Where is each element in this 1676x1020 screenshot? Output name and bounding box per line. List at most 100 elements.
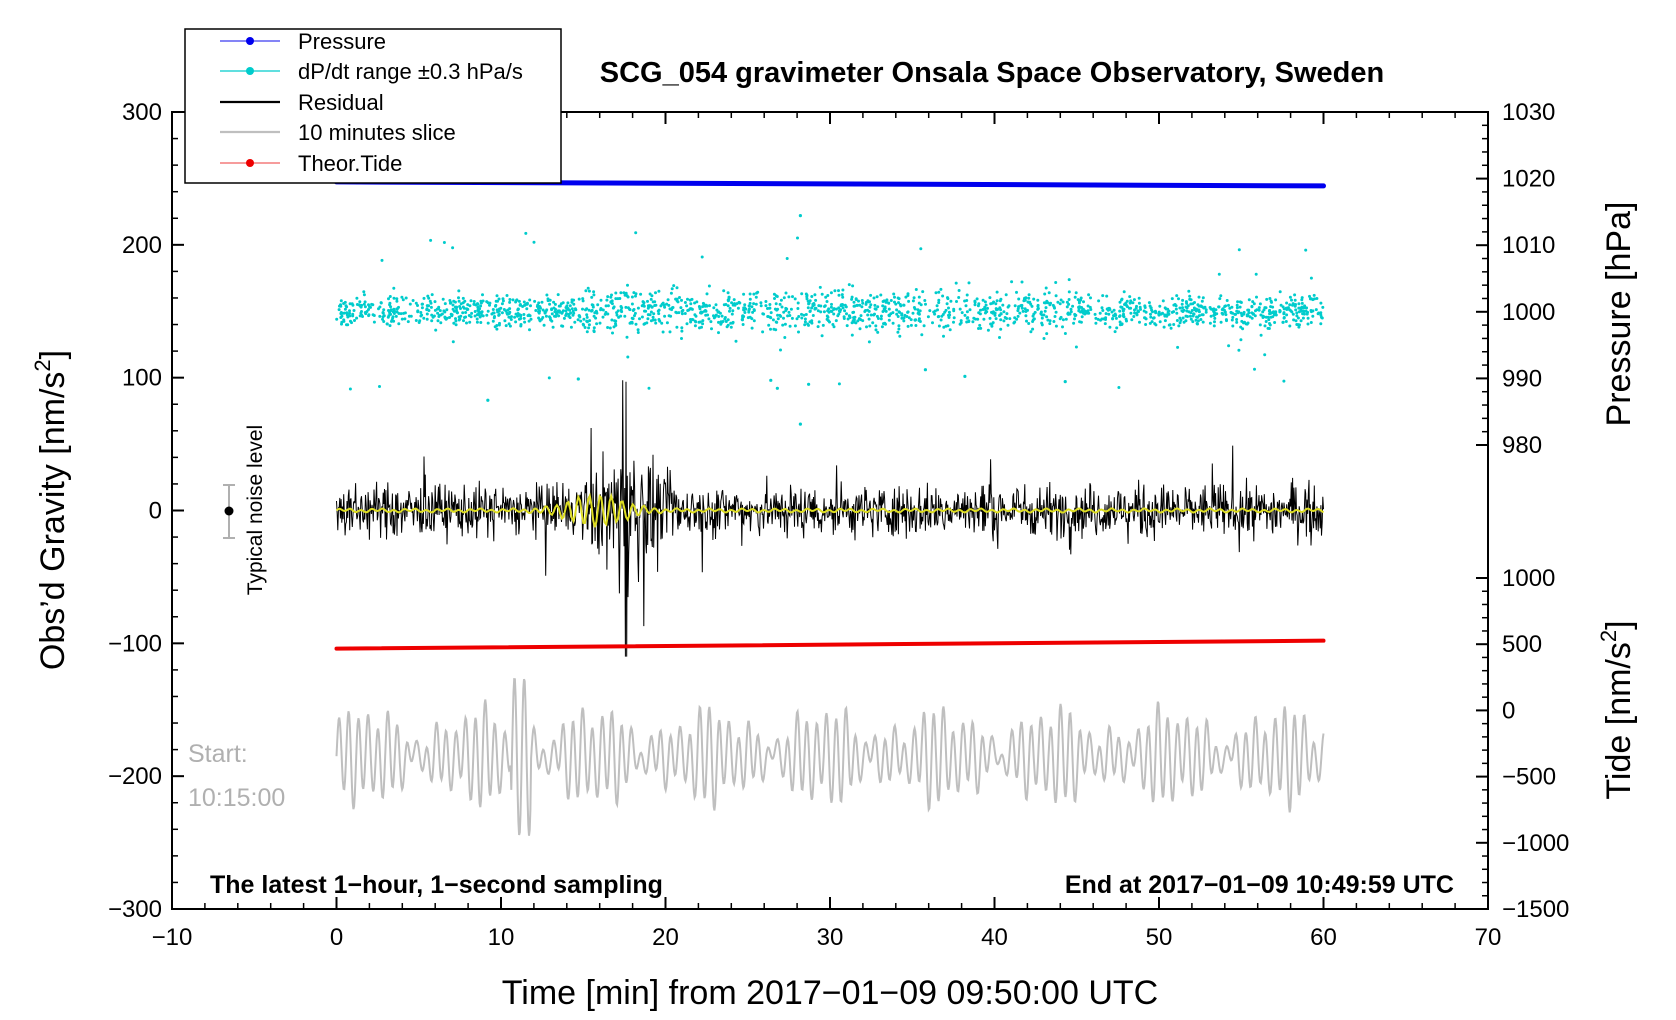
dpdt-point — [1319, 301, 1323, 305]
dpdt-point — [560, 324, 564, 328]
dpdt-point — [782, 316, 785, 320]
dpdt-point — [380, 258, 384, 262]
dpdt-point — [359, 305, 363, 309]
dpdt-point — [928, 309, 932, 313]
dpdt-point — [1294, 303, 1298, 306]
ten-minute-slice-series — [335, 678, 1325, 836]
noise-level-dot — [224, 506, 234, 516]
dpdt-point — [550, 307, 554, 311]
pressure-tick-label: 1030 — [1502, 99, 1555, 126]
dpdt-point — [802, 313, 806, 317]
dpdt-point — [681, 308, 685, 312]
dpdt-point — [821, 323, 825, 327]
smoothed-residual-line — [335, 492, 1325, 528]
dpdt-point — [500, 311, 504, 315]
dpdt-point — [1264, 315, 1268, 319]
dpdt-point — [1178, 321, 1182, 325]
dpdt-point — [391, 310, 395, 314]
dpdt-point — [408, 302, 412, 306]
dpdt-point — [502, 308, 506, 311]
dpdt-point — [634, 231, 638, 235]
dpdt-point — [1052, 320, 1056, 323]
dpdt-point — [1253, 367, 1256, 371]
dpdt-point — [1288, 295, 1292, 299]
dpdt-point — [1213, 316, 1217, 320]
dpdt-point — [527, 319, 531, 323]
dpdt-point — [363, 300, 367, 304]
dpdt-point — [485, 313, 489, 317]
dpdt-point — [992, 300, 996, 304]
dpdt-point — [1049, 301, 1053, 305]
dpdt-point — [1040, 316, 1044, 320]
dpdt-point — [1059, 298, 1063, 302]
dpdt-point — [1302, 309, 1306, 313]
dpdt-point — [853, 304, 857, 308]
dpdt-point — [726, 291, 730, 295]
dpdt-point — [1147, 301, 1151, 305]
dpdt-point — [782, 310, 786, 314]
dpdt-point — [507, 322, 511, 326]
dpdt-point — [454, 319, 458, 323]
dpdt-point — [989, 302, 993, 306]
dpdt-point — [548, 302, 552, 306]
dpdt-point — [1114, 316, 1118, 320]
dpdt-point — [532, 240, 536, 244]
dpdt-point — [986, 328, 990, 332]
dpdt-point — [891, 311, 895, 315]
dpdt-point — [397, 322, 401, 326]
dpdt-point — [660, 302, 664, 306]
dpdt-point — [518, 303, 522, 307]
dpdt-point — [339, 316, 343, 319]
dpdt-point — [674, 297, 678, 301]
dpdt-point — [959, 319, 963, 323]
dpdt-point — [448, 316, 451, 319]
dpdt-point — [1233, 312, 1237, 316]
dpdt-point — [874, 328, 878, 332]
dpdt-point — [343, 307, 347, 311]
dpdt-point — [917, 295, 921, 299]
dpdt-point — [914, 288, 918, 291]
dpdt-point — [865, 325, 868, 329]
dpdt-point — [610, 318, 614, 322]
dpdt-point — [884, 322, 887, 326]
dpdt-point — [443, 302, 447, 306]
noise-level-indicator: Typical noise level — [223, 425, 267, 595]
dpdt-point — [1279, 303, 1283, 307]
dpdt-point — [547, 376, 551, 380]
dpdt-point — [538, 309, 542, 313]
dpdt-point — [837, 382, 841, 386]
dpdt-point — [964, 304, 968, 308]
dpdt-point — [529, 304, 532, 308]
dpdt-point — [411, 299, 415, 302]
dpdt-point — [1288, 303, 1292, 307]
dpdt-point — [382, 314, 386, 318]
dpdt-point — [1309, 276, 1313, 280]
dpdt-point — [1212, 309, 1216, 313]
dpdt-point — [716, 310, 720, 314]
dpdt-point — [874, 324, 878, 328]
dpdt-point — [963, 299, 967, 303]
dpdt-point — [793, 297, 797, 301]
dpdt-point — [832, 312, 836, 316]
dpdt-point — [1127, 306, 1131, 310]
dpdt-point — [747, 304, 751, 308]
dpdt-point — [400, 317, 404, 321]
dpdt-point — [1182, 320, 1186, 324]
dpdt-point — [422, 316, 426, 320]
dpdt-point — [525, 307, 529, 311]
dpdt-point — [457, 289, 461, 293]
dpdt-point — [907, 299, 911, 303]
dpdt-point — [1136, 309, 1140, 313]
dpdt-point — [521, 305, 525, 308]
dpdt-point — [768, 303, 772, 306]
dpdt-point — [385, 322, 389, 326]
dpdt-point — [991, 310, 995, 314]
dpdt-point — [1251, 300, 1255, 304]
dpdt-point — [873, 303, 877, 307]
dpdt-point — [420, 302, 424, 306]
dpdt-point — [378, 305, 382, 309]
dpdt-point — [810, 320, 813, 324]
dpdt-point — [796, 301, 800, 305]
dpdt-point — [390, 318, 394, 322]
dpdt-point — [495, 327, 499, 331]
